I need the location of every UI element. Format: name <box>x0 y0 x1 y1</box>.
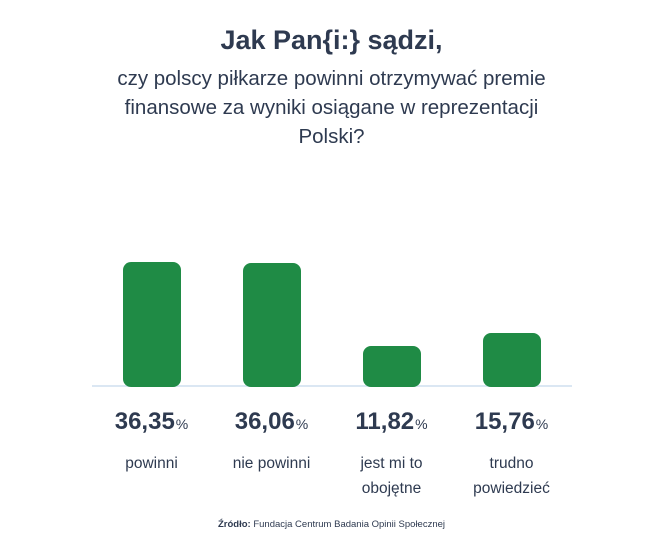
chart-header: Jak Pan{i:} sądzi, czy polscy piłkarze p… <box>0 0 663 151</box>
category-labels-row: powinni nie powinni jest mi to obojętne t… <box>92 451 572 501</box>
bars-row baseline <box>91 262 572 387</box>
source-label: Źródło: <box>217 519 251 530</box>
chart-title: Jak Pan{i:} sądzi, <box>220 25 443 55</box>
value-number: 36,35 <box>114 408 175 435</box>
source-text: Fundacja Centrum Badania Opinii Społeczn… <box>253 519 446 530</box>
value-label-powinni: 36,35% <box>92 407 212 439</box>
value-label-jest-mi-to-obojetne: 11,82% <box>332 407 452 439</box>
value-number: 15,76 <box>474 408 535 435</box>
values-row: 36,35% 36,06% 11,82% 15,76% <box>92 407 572 439</box>
percent-sign: % <box>535 416 549 432</box>
value-number: 36,06 <box>234 408 295 435</box>
category-label-trudno-powiedziec: trudno powiedzieć <box>473 455 550 497</box>
chart-subtitle: czy polscy piłkarze powinni otrzymywać p… <box>117 67 546 148</box>
category-label-powinni: powinni <box>125 455 178 472</box>
bar-trudno-powiedziec <box>482 333 541 387</box>
percent-sign: % <box>175 416 189 432</box>
bar-column-trudno-powiedziec <box>452 262 572 387</box>
value-label-nie-powinni: 36,06% <box>212 407 332 439</box>
value-label-trudno-powiedziec: 15,76% <box>452 407 572 439</box>
bar-chart: 36,35% 36,06% 11,82% 15,76% powinni nie … <box>91 262 572 501</box>
bar-nie-powinni <box>242 263 301 387</box>
percent-sign: % <box>415 416 428 432</box>
bar-powinni <box>122 262 181 387</box>
category-label-jest-mi-to-obojetne: jest mi to obojętne <box>360 455 423 497</box>
bar-column-nie-powinni <box>212 262 332 387</box>
category-label-nie-powinni: nie powinni <box>232 455 311 472</box>
bar-jest-mi-to-obojetne <box>362 346 421 387</box>
value-number: 11,82 <box>355 408 415 435</box>
percent-sign: % <box>295 416 309 432</box>
source-note: Źródło: Fundacja Centrum Badania Opinii … <box>0 519 663 531</box>
bar-column-powinni <box>92 262 212 387</box>
bar-column-jest-mi-to-obojetne <box>332 262 452 387</box>
